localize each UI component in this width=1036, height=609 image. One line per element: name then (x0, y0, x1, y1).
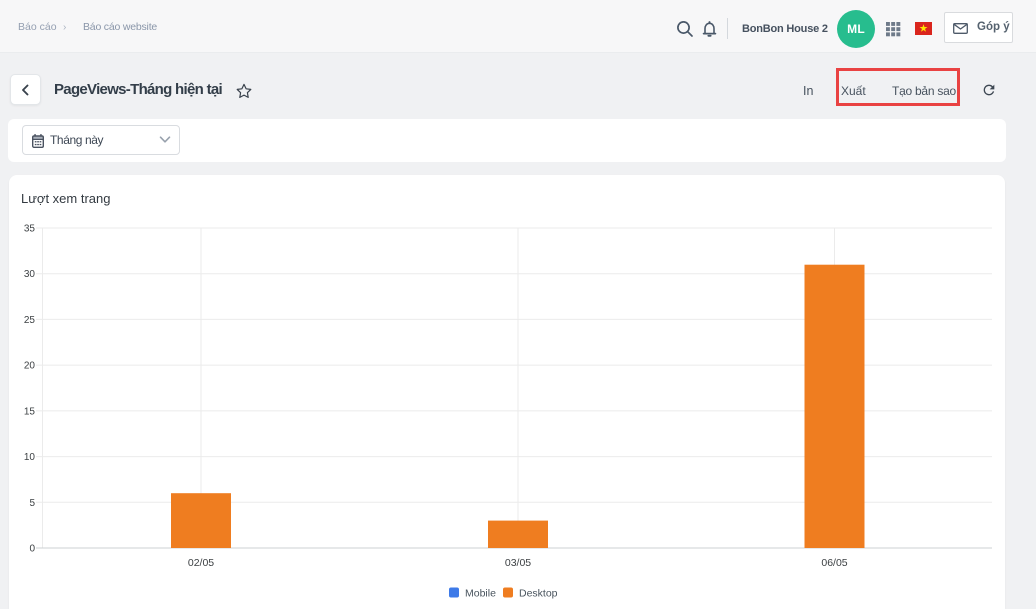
svg-text:06/05: 06/05 (821, 557, 847, 569)
svg-text:10: 10 (24, 452, 36, 463)
svg-text:35: 35 (24, 224, 36, 235)
svg-text:02/05: 02/05 (188, 557, 214, 569)
svg-text:Desktop: Desktop (519, 588, 558, 600)
svg-text:15: 15 (24, 406, 36, 417)
svg-text:20: 20 (24, 361, 36, 372)
svg-text:03/05: 03/05 (505, 557, 531, 569)
svg-text:5: 5 (29, 498, 35, 509)
svg-text:0: 0 (29, 544, 35, 555)
svg-text:Mobile: Mobile (465, 588, 496, 600)
svg-text:25: 25 (24, 315, 36, 326)
svg-text:30: 30 (24, 269, 36, 280)
